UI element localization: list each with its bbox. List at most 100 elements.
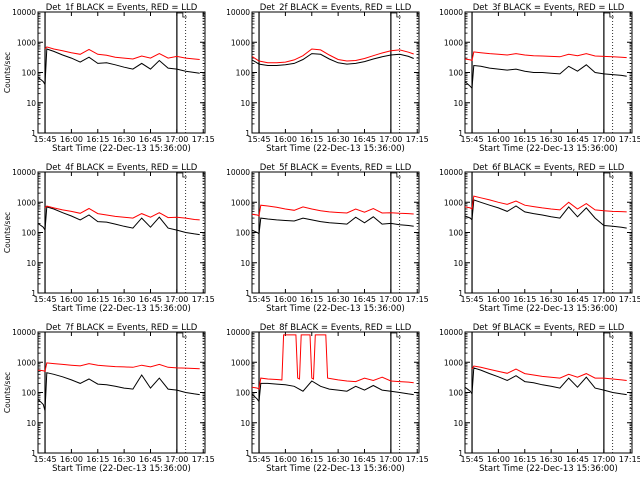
series-line-events: [252, 380, 414, 403]
series-line-events: [38, 372, 200, 411]
series-line-events: [252, 216, 414, 235]
x-tick-label: 16:45: [353, 295, 376, 304]
x-tick-label: 17:15: [192, 295, 215, 304]
x-tick-label: 15:45: [248, 455, 271, 464]
x-tick-label: 16:15: [513, 455, 536, 464]
chart-title: Det_3f BLACK = Events, RED = LLD: [473, 3, 625, 13]
plot-frame: [251, 171, 420, 294]
y-tick-label: 10: [453, 99, 463, 108]
y-tick-label: 10000: [439, 328, 463, 337]
y-tick-label: 100: [236, 389, 251, 398]
y-tick-label: 1: [458, 449, 463, 458]
x-tick-label: 16:45: [139, 455, 162, 464]
x-axis-label: Start Time (22-Dec-13 15:36:00): [52, 464, 191, 474]
time-bracket: [390, 172, 401, 178]
y-tick-label: 1: [31, 449, 36, 458]
time-bracket: [603, 332, 614, 338]
series-line-lld: [465, 51, 627, 62]
y-tick-label: 10000: [439, 8, 463, 17]
y-tick-label: 100: [449, 229, 464, 238]
y-axis-label: Counts/sec: [3, 372, 12, 413]
plot-frame: [37, 171, 206, 294]
chart-title: Det_9f BLACK = Events, RED = LLD: [473, 323, 625, 333]
x-tick-label: 16:45: [353, 455, 376, 464]
x-tick-label: 16:00: [60, 455, 83, 464]
series-line-lld: [44, 46, 200, 60]
series-line-lld: [38, 362, 200, 373]
x-tick-label: 17:00: [379, 295, 402, 304]
x-axis-label: Start Time (22-Dec-13 15:36:00): [479, 144, 618, 154]
y-tick-label: 1000: [17, 358, 36, 367]
x-tick-label: 17:15: [406, 455, 429, 464]
y-tick-label: 1000: [444, 38, 463, 47]
x-tick-label: 16:15: [300, 135, 323, 144]
series-line-events: [38, 206, 200, 236]
chart-panel: Det_3f BLACK = Events, RED = LLD 15:45 16:…: [439, 3, 640, 154]
y-tick-label: 1000: [444, 198, 463, 207]
y-tick-label: 100: [449, 389, 464, 398]
y-tick-label: 10: [240, 419, 250, 428]
x-tick-label: 15:45: [461, 135, 484, 144]
x-axis-label: Start Time (22-Dec-13 15:36:00): [479, 304, 618, 314]
y-tick-label: 1: [458, 129, 463, 138]
y-tick-label: 1: [31, 289, 36, 298]
plot-frame: [37, 331, 206, 454]
y-tick-label: 1: [245, 129, 250, 138]
x-tick-label: 16:00: [487, 455, 510, 464]
y-tick-label: 100: [236, 229, 251, 238]
chart-title: Det_4f BLACK = Events, RED = LLD: [46, 163, 198, 173]
x-tick-label: 16:00: [274, 135, 297, 144]
x-axis-label: Start Time (22-Dec-13 15:36:00): [266, 304, 405, 314]
x-tick-label: 16:15: [513, 295, 536, 304]
x-axis-label: Start Time (22-Dec-13 15:36:00): [266, 144, 405, 154]
x-tick-label: 15:45: [461, 455, 484, 464]
x-tick-label: 15:45: [248, 295, 271, 304]
x-axis-label: Start Time (22-Dec-13 15:36:00): [479, 464, 618, 474]
chart-panel: Det_5f BLACK = Events, RED = LLD 15:45 16:…: [226, 163, 429, 314]
x-tick-label: 16:30: [540, 135, 563, 144]
y-tick-label: 1000: [231, 358, 250, 367]
series-line-events: [252, 53, 414, 66]
x-tick-label: 16:30: [327, 455, 350, 464]
plot-frame: [464, 331, 633, 454]
x-tick-label: 17:15: [406, 295, 429, 304]
y-tick-label: 100: [22, 389, 37, 398]
y-tick-label: 10: [26, 99, 36, 108]
y-tick-label: 10: [240, 99, 250, 108]
plot-frame: [464, 171, 633, 294]
y-tick-label: 1: [31, 129, 36, 138]
series-line-lld: [252, 334, 414, 390]
y-tick-label: 1000: [17, 38, 36, 47]
series-line-events: [38, 48, 200, 87]
x-tick-label: 16:45: [139, 135, 162, 144]
y-tick-label: 1000: [444, 358, 463, 367]
x-tick-label: 16:15: [300, 455, 323, 464]
series-line-lld: [252, 48, 414, 64]
x-tick-label: 16:30: [113, 135, 136, 144]
x-tick-label: 17:15: [192, 135, 215, 144]
y-tick-label: 10: [240, 259, 250, 268]
chart-title: Det_1f BLACK = Events, RED = LLD: [46, 3, 198, 13]
x-axis-label: Start Time (22-Dec-13 15:36:00): [52, 144, 191, 154]
x-tick-label: 16:45: [566, 295, 589, 304]
x-tick-label: 16:45: [139, 295, 162, 304]
y-tick-label: 1000: [17, 198, 36, 207]
y-tick-label: 10000: [439, 168, 463, 177]
chart-title: Det_5f BLACK = Events, RED = LLD: [260, 163, 412, 173]
x-tick-label: 16:15: [86, 295, 109, 304]
y-tick-label: 10: [453, 419, 463, 428]
chart-title: Det_2f BLACK = Events, RED = LLD: [260, 3, 412, 13]
time-bracket: [390, 332, 401, 338]
time-bracket: [176, 172, 187, 178]
x-tick-label: 17:00: [592, 455, 615, 464]
time-bracket: [176, 332, 187, 338]
x-tick-label: 16:15: [300, 295, 323, 304]
